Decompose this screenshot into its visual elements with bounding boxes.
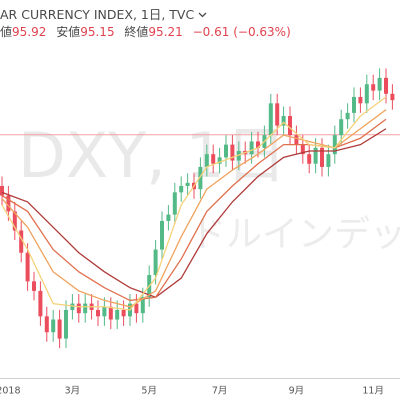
close-label: 終値 <box>124 25 149 39</box>
candle-body <box>19 230 24 253</box>
candle-body <box>51 319 56 333</box>
candle-body <box>313 147 318 164</box>
candle-body <box>76 303 81 314</box>
x-tick-label: 9月 <box>289 386 305 397</box>
symbol-title: AR CURRENCY INDEX, 1日, TVC <box>0 7 195 22</box>
candle-body <box>230 144 235 161</box>
high-label: 値 <box>0 25 13 39</box>
candle-body <box>115 309 120 320</box>
low-label: 安値 <box>56 25 81 39</box>
candle-body <box>224 144 228 158</box>
candle-body <box>332 135 337 155</box>
candle-body <box>57 319 62 339</box>
candle-body <box>6 195 11 212</box>
candle-body <box>326 154 331 167</box>
x-tick-label: 7月 <box>212 386 228 397</box>
candle-body <box>339 119 344 136</box>
symbol-header: AR CURRENCY INDEX, 1日, TVC <box>0 4 207 23</box>
change-percent: (−0.63%) <box>233 25 291 39</box>
candle-body <box>185 182 190 186</box>
candle-body <box>179 185 184 193</box>
candle-body <box>364 84 369 104</box>
candle-body <box>160 220 164 250</box>
candle-body <box>121 309 126 317</box>
candle-body <box>275 103 280 126</box>
x-tick-label: 3月 <box>65 386 81 397</box>
watermark: DXY, 1日 <box>18 119 287 192</box>
candle-body <box>12 211 17 231</box>
moving-average-line <box>1 128 387 298</box>
candle-body <box>268 103 273 136</box>
candle-body <box>256 141 260 148</box>
candle-body <box>300 144 305 155</box>
candle-body <box>153 249 158 275</box>
candle-body <box>236 151 241 161</box>
moving-average-line <box>1 109 387 308</box>
ohlc-header: 値95.92 安値95.15 終値95.21 −0.61 (−0.63%) <box>0 23 291 40</box>
candle-body <box>358 96 363 104</box>
plot-area <box>0 68 400 349</box>
candle-body <box>25 252 30 282</box>
candle-body <box>204 154 209 167</box>
candle-body <box>102 306 107 317</box>
candle-body <box>96 309 100 317</box>
candle-body <box>64 309 68 339</box>
candle-body <box>377 77 382 91</box>
candle-body <box>371 84 376 91</box>
high-value: 95.92 <box>12 25 47 39</box>
candle-body <box>217 157 222 164</box>
x-tick-label: 5月 <box>141 386 157 397</box>
candle-body <box>320 147 324 167</box>
time-axis: 2018 3月 5月 7月 9月 11月 <box>0 386 384 397</box>
candle-body <box>352 96 356 113</box>
candle-body <box>44 316 49 333</box>
candle-body <box>70 303 75 310</box>
x-tick-label: 2018 <box>0 386 20 397</box>
close-value: 95.21 <box>148 25 183 39</box>
candle-body <box>172 192 177 215</box>
moving-average-line <box>1 96 387 311</box>
candle-body <box>390 93 395 101</box>
candle-body <box>249 141 254 155</box>
x-tick-label: 11月 <box>362 386 384 397</box>
candle-body <box>83 303 88 314</box>
candle-body <box>32 281 36 291</box>
candle-body <box>211 154 216 164</box>
candle-body <box>198 166 203 190</box>
change-value: −0.61 <box>192 25 230 39</box>
candle-body <box>345 112 350 120</box>
candle-body <box>140 297 145 314</box>
chevron-icon[interactable] <box>198 11 207 19</box>
watermark-subtitle: ドルインデックス <box>190 214 400 255</box>
low-value: 95.15 <box>80 25 115 39</box>
candle-body <box>108 306 113 320</box>
candle-body <box>134 303 139 314</box>
candle-body <box>384 77 388 94</box>
candle-body <box>38 290 43 317</box>
candle-body <box>281 116 286 126</box>
candle-body <box>294 135 299 145</box>
candle-body <box>288 116 292 136</box>
candle-body <box>166 214 171 221</box>
candle-body <box>307 154 312 164</box>
candle-body <box>0 185 4 196</box>
